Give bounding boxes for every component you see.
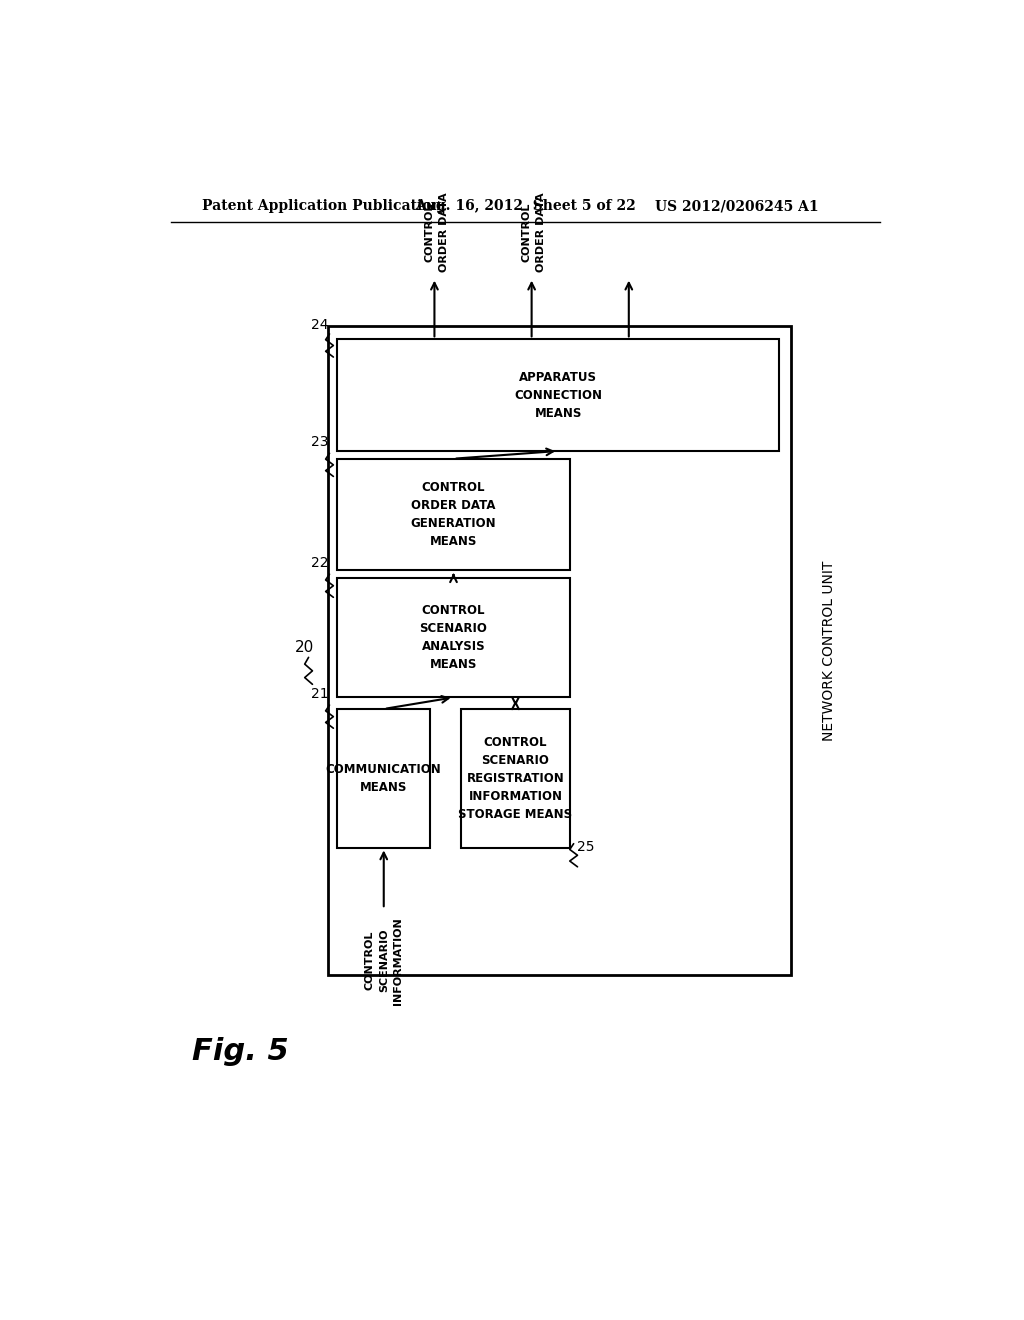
Text: CONTROL
ORDER DATA: CONTROL ORDER DATA (522, 193, 546, 272)
Bar (337, 578, 569, 697)
Text: COMMUNICATION
MEANS: COMMUNICATION MEANS (326, 763, 441, 793)
Text: CONTROL
SCENARIO
REGISTRATION
INFORMATION
STORAGE MEANS: CONTROL SCENARIO REGISTRATION INFORMATIO… (459, 735, 572, 821)
Text: 21: 21 (311, 688, 329, 701)
Bar (461, 709, 569, 847)
Text: 24: 24 (311, 318, 329, 331)
Bar (337, 709, 430, 847)
Text: 22: 22 (311, 556, 329, 570)
Text: CONTROL
SCENARIO
INFORMATION: CONTROL SCENARIO INFORMATION (365, 917, 402, 1005)
Text: 25: 25 (578, 840, 595, 854)
Text: Aug. 16, 2012  Sheet 5 of 22: Aug. 16, 2012 Sheet 5 of 22 (415, 199, 636, 213)
Text: NETWORK CONTROL UNIT: NETWORK CONTROL UNIT (822, 560, 837, 741)
Text: Patent Application Publication: Patent Application Publication (202, 199, 441, 213)
Bar (337, 339, 779, 451)
Bar (328, 326, 791, 974)
Text: 20: 20 (295, 640, 314, 655)
Text: CONTROL
ORDER DATA
GENERATION
MEANS: CONTROL ORDER DATA GENERATION MEANS (411, 480, 497, 548)
Bar (337, 459, 569, 570)
Text: US 2012/0206245 A1: US 2012/0206245 A1 (655, 199, 818, 213)
Text: 23: 23 (311, 436, 329, 449)
Text: CONTROL
ORDER DATA: CONTROL ORDER DATA (425, 193, 449, 272)
Text: APPARATUS
CONNECTION
MEANS: APPARATUS CONNECTION MEANS (514, 371, 602, 420)
Text: CONTROL
SCENARIO
ANALYSIS
MEANS: CONTROL SCENARIO ANALYSIS MEANS (420, 605, 487, 672)
Text: Fig. 5: Fig. 5 (193, 1038, 289, 1067)
